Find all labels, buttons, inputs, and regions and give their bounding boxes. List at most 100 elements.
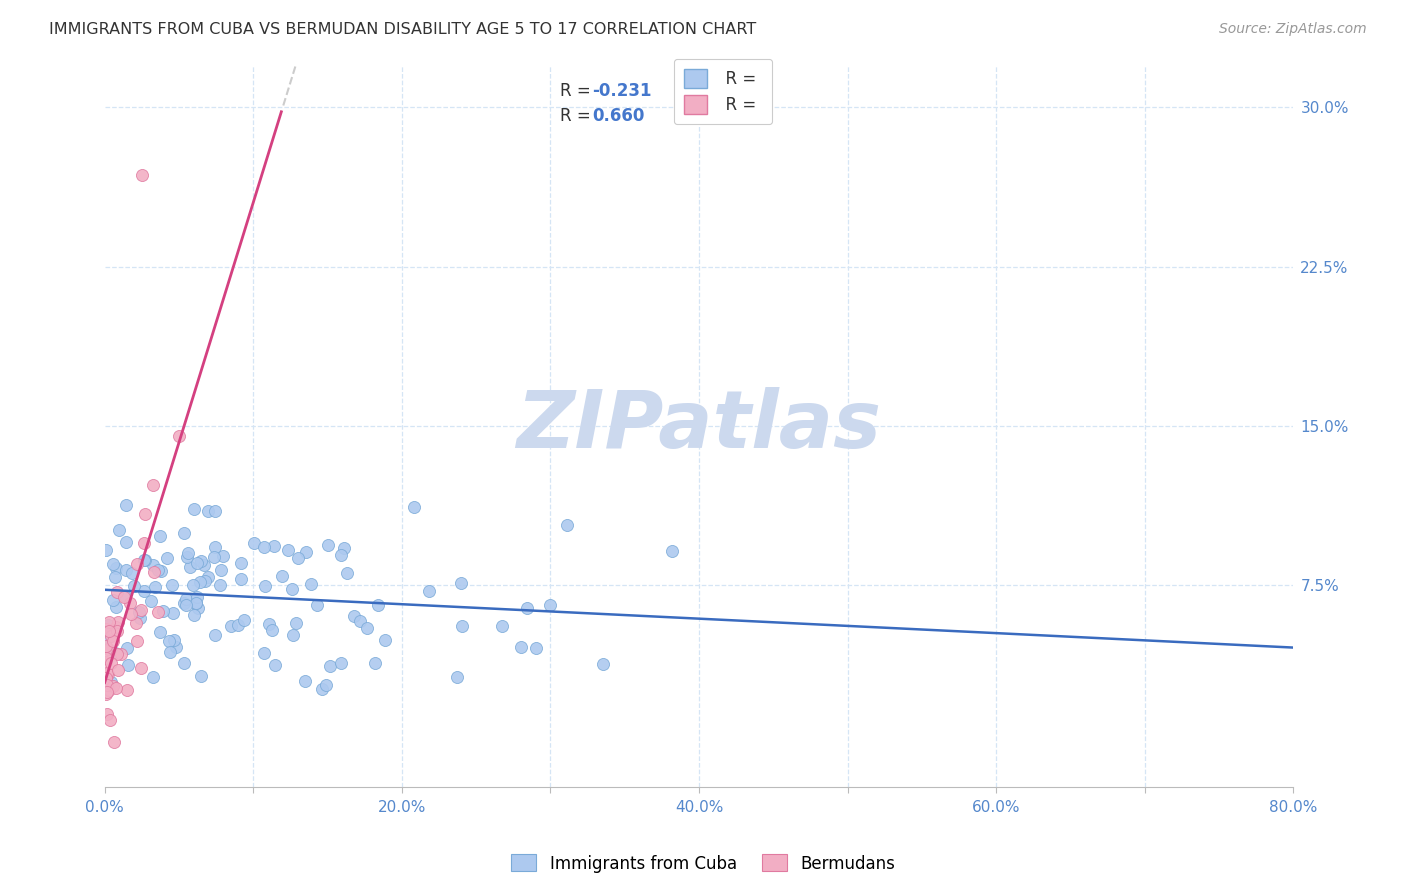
Point [96, 651, 118, 665]
Point [98, 713, 121, 727]
Point [108, 523, 131, 537]
Point [103, 679, 125, 693]
Point [143, 580, 166, 594]
Point [139, 594, 162, 608]
Point [100, 674, 122, 689]
Point [592, 657, 614, 671]
Point [450, 575, 472, 590]
Point [146, 606, 169, 620]
Point [107, 615, 129, 630]
Point [148, 529, 170, 543]
Point [538, 598, 561, 612]
Text: -0.231: -0.231 [592, 82, 651, 100]
Point [197, 504, 219, 518]
Point [318, 658, 340, 673]
Text: R =: R = [560, 82, 591, 100]
Point [159, 645, 181, 659]
Point [187, 600, 209, 615]
Point [134, 507, 156, 521]
Point [104, 646, 127, 660]
Point [120, 596, 142, 610]
Point [129, 610, 152, 624]
Point [120, 607, 142, 621]
Legend:   R = ,   R = : R = , R = [673, 59, 772, 124]
Point [162, 578, 184, 592]
Point [186, 596, 208, 610]
Point [97, 615, 120, 629]
Text: N =: N = [696, 82, 728, 100]
Point [96, 685, 118, 699]
Point [318, 538, 340, 552]
Point [211, 549, 233, 563]
Legend: Immigrants from Cuba, Bermudans: Immigrants from Cuba, Bermudans [505, 847, 901, 880]
Point [491, 619, 513, 633]
Point [173, 596, 195, 610]
Point [104, 570, 127, 584]
Point [281, 582, 304, 597]
Point [524, 640, 547, 655]
Point [114, 535, 136, 549]
Point [356, 621, 378, 635]
Point [270, 569, 292, 583]
Point [197, 570, 219, 584]
Point [184, 596, 207, 610]
Point [555, 517, 578, 532]
Point [204, 550, 226, 565]
Point [374, 632, 396, 647]
Point [97, 641, 120, 656]
Point [142, 670, 165, 684]
Point [176, 546, 198, 560]
Point [516, 600, 538, 615]
Point [283, 627, 305, 641]
Point [330, 548, 353, 562]
Point [311, 681, 333, 696]
Point [131, 661, 153, 675]
Point [117, 658, 139, 673]
Point [299, 577, 322, 591]
Point [333, 541, 356, 556]
Point [100, 628, 122, 642]
Point [163, 632, 186, 647]
Point [104, 620, 127, 634]
Point [96, 671, 118, 685]
Text: R =: R = [560, 106, 591, 125]
Point [295, 545, 318, 559]
Point [98, 682, 121, 697]
Point [105, 624, 128, 638]
Point [284, 615, 307, 630]
Point [226, 618, 249, 632]
Point [277, 543, 299, 558]
Point [190, 554, 212, 568]
Point [294, 673, 316, 688]
Point [96, 706, 118, 721]
Point [105, 560, 128, 574]
Point [509, 640, 531, 654]
Point [404, 500, 426, 514]
Point [149, 564, 172, 578]
Point [253, 579, 276, 593]
Point [132, 553, 155, 567]
Point [105, 585, 128, 599]
Point [152, 604, 174, 618]
Point [125, 557, 148, 571]
Point [115, 683, 138, 698]
Point [186, 590, 208, 604]
Point [124, 616, 146, 631]
Point [114, 589, 136, 603]
Point [97, 618, 120, 632]
Point [142, 558, 165, 572]
Point [128, 605, 150, 619]
Point [105, 681, 128, 695]
Point [162, 607, 184, 621]
Point [418, 584, 440, 599]
Point [232, 613, 254, 627]
Text: Source: ZipAtlas.com: Source: ZipAtlas.com [1219, 22, 1367, 37]
Point [446, 670, 468, 684]
Point [219, 619, 242, 633]
Point [263, 539, 285, 553]
Point [96, 632, 118, 646]
Point [112, 590, 135, 604]
Point [165, 640, 187, 654]
Point [105, 647, 128, 661]
Text: 120: 120 [727, 82, 762, 100]
